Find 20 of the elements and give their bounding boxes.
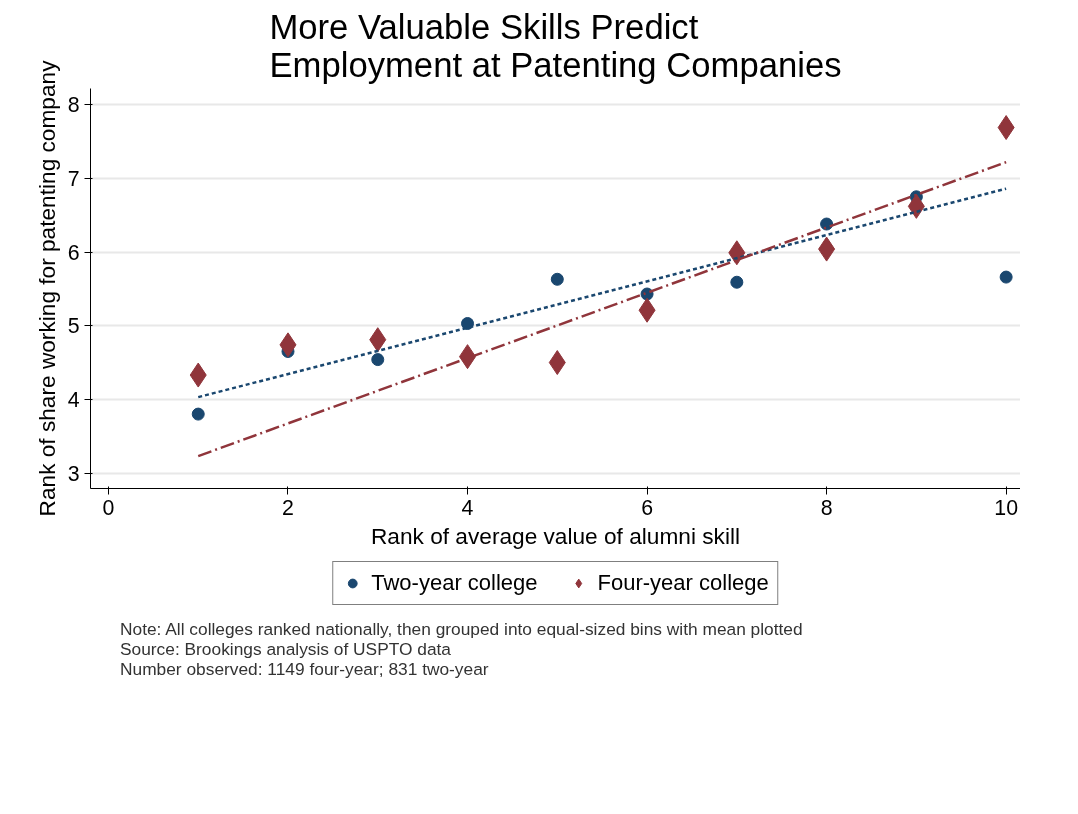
- legend-label: Four-year college: [597, 570, 769, 596]
- x-tick-label: 2: [282, 495, 294, 520]
- y-tick-label: 6: [67, 240, 80, 265]
- source-note: Source: Brookings analysis of USPTO data: [120, 638, 452, 659]
- text: Note: All colleges ranked nationally, then grouped into equal-sized bins with mean plotted: [120, 619, 803, 639]
- x-tick-label: 4: [461, 495, 474, 520]
- chart-title: More Valuable Skills Predict Employment at Patenting Companies: [269, 7, 842, 84]
- y-tick-label: 3: [67, 461, 80, 486]
- x-tick-label: 0: [102, 495, 115, 520]
- text: Number observed: 1149 four-year; 831 two-year: [120, 658, 489, 679]
- x-tick-label: 6: [641, 495, 654, 520]
- x-tick-label: 8: [820, 495, 833, 520]
- y-tick-label: 4: [67, 387, 80, 412]
- y-tick-label: 5: [67, 314, 80, 339]
- y-tick-label: 7: [67, 166, 80, 191]
- y-tick-label: 8: [67, 93, 80, 118]
- x-axis-title: Rank of average value of alumni skill: [371, 522, 740, 549]
- legend-label: Two-year college: [371, 570, 538, 596]
- y-axis-title: Rank of share working for patenting company: [33, 59, 60, 517]
- x-tick-label: 10: [994, 495, 1019, 520]
